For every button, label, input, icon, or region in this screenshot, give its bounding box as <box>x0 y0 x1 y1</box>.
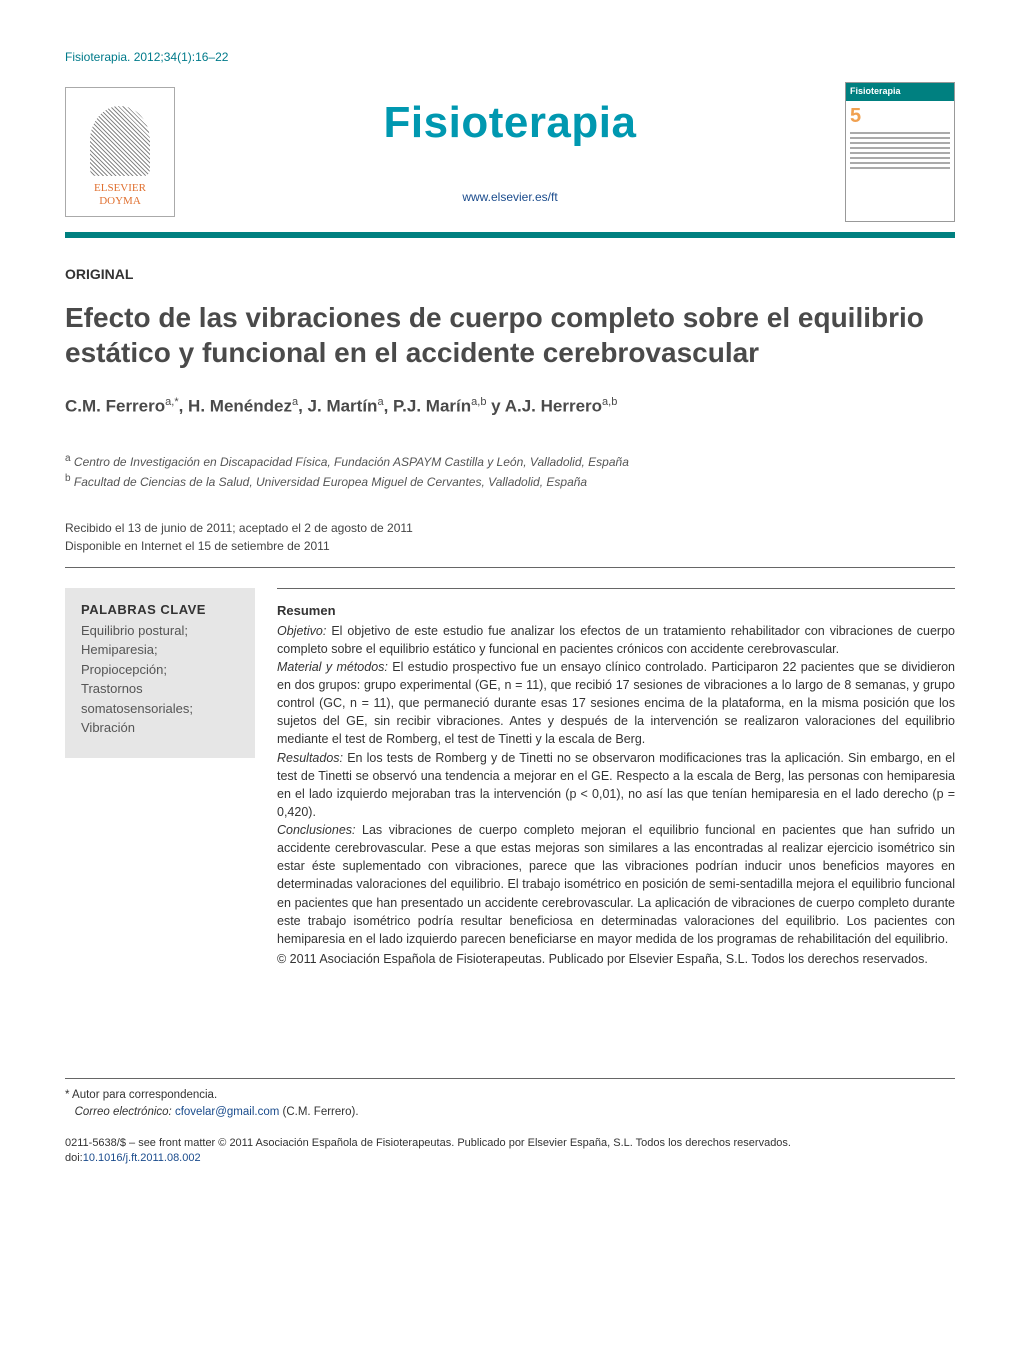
journal-url-link[interactable]: www.elsevier.es/ft <box>462 190 557 204</box>
correspondence-email-line: Correo electrónico: cfovelar@gmail.com (… <box>65 1104 955 1121</box>
keywords-heading: PALABRAS CLAVE <box>81 602 239 617</box>
abstract-column: Resumen Objetivo: El objetivo de este es… <box>277 588 955 968</box>
doi-line: doi:10.1016/j.ft.2011.08.002 <box>65 1151 955 1166</box>
elsevier-tree-icon <box>90 106 150 176</box>
publisher-top: ELSEVIER <box>94 182 146 194</box>
keywords-box: PALABRAS CLAVE Equilibrio postural;Hemip… <box>65 588 255 758</box>
affiliation-b-text: Facultad de Ciencias de la Salud, Univer… <box>74 475 587 489</box>
article-title: Efecto de las vibraciones de cuerpo comp… <box>65 300 955 370</box>
abstract-material-label: Material y métodos: <box>277 660 388 674</box>
cover-header: Fisioterapia <box>846 83 954 101</box>
cover-line <box>850 167 950 169</box>
cover-line <box>850 162 950 164</box>
email-author-suffix: (C.M. Ferrero). <box>283 1106 359 1118</box>
corresponding-author-note: * Autor para correspondencia. <box>65 1087 955 1104</box>
journal-title: Fisioterapia <box>175 98 845 148</box>
cover-issue-number: 5 <box>850 105 950 128</box>
cover-line <box>850 152 950 154</box>
citation-line: Fisioterapia. 2012;34(1):16–22 <box>65 50 955 64</box>
cover-line <box>850 132 950 134</box>
affiliation-a: a Centro de Investigación en Discapacida… <box>65 451 955 471</box>
email-label: Correo electrónico: <box>75 1106 172 1118</box>
footnotes: * Autor para correspondencia. Correo ele… <box>65 1078 955 1122</box>
abstract-resultados-label: Resultados: <box>277 751 343 765</box>
correspondence-email-link[interactable]: cfovelar@gmail.com <box>175 1106 279 1118</box>
cover-line <box>850 137 950 139</box>
cover-line <box>850 147 950 149</box>
masthead: ELSEVIER DOYMA Fisioterapia www.elsevier… <box>65 82 955 238</box>
abstract-conclusiones-label: Conclusiones: <box>277 823 356 837</box>
abstract-heading: Resumen <box>277 603 955 618</box>
cover-line <box>850 142 950 144</box>
doi-link[interactable]: 10.1016/j.ft.2011.08.002 <box>83 1152 201 1164</box>
abstract-copyright: © 2011 Asociación Española de Fisioterap… <box>277 950 955 968</box>
publisher-name: ELSEVIER DOYMA <box>94 182 146 208</box>
front-matter-line: 0211-5638/$ – see front matter © 2011 As… <box>65 1136 955 1151</box>
publisher-bottom: DOYMA <box>99 195 141 207</box>
doi-block: 0211-5638/$ – see front matter © 2011 As… <box>65 1136 955 1167</box>
abstract-body: Objetivo: El objetivo de este estudio fu… <box>277 622 955 948</box>
abstract-objetivo-label: Objetivo: <box>277 624 326 638</box>
publisher-logo: ELSEVIER DOYMA <box>65 87 175 217</box>
cover-line <box>850 157 950 159</box>
received-accepted-date: Recibido el 13 de junio de 2011; aceptad… <box>65 519 955 537</box>
keywords-list: Equilibrio postural;Hemiparesia;Propioce… <box>81 621 239 738</box>
affiliation-a-text: Centro de Investigación en Discapacidad … <box>74 455 629 469</box>
abstract-objetivo: El objetivo de este estudio fue analizar… <box>277 624 955 656</box>
abstract-resultados: En los tests de Romberg y de Tinetti no … <box>277 751 955 819</box>
affiliations: a Centro de Investigación en Discapacida… <box>65 451 955 491</box>
journal-cover-thumbnail: Fisioterapia 5 <box>845 82 955 222</box>
affiliation-b: b Facultad de Ciencias de la Salud, Univ… <box>65 471 955 491</box>
article-type: ORIGINAL <box>65 266 955 282</box>
article-dates: Recibido el 13 de junio de 2011; aceptad… <box>65 519 955 568</box>
author-list: C.M. Ferreroa,*, H. Menéndeza, J. Martín… <box>65 396 955 417</box>
doi-label: doi: <box>65 1152 83 1164</box>
online-date: Disponible en Internet el 15 de setiembr… <box>65 537 955 555</box>
abstract-conclusiones: Las vibraciones de cuerpo completo mejor… <box>277 823 955 946</box>
